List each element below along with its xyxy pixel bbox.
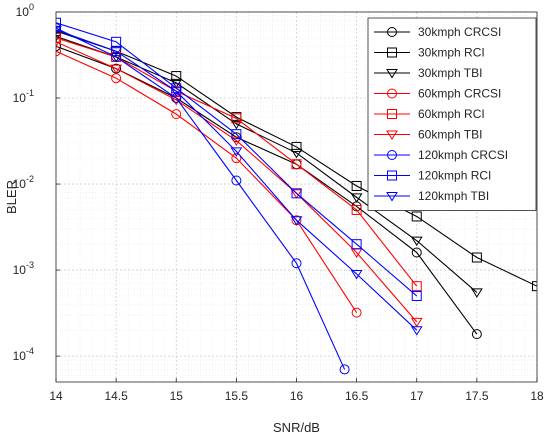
data-point xyxy=(231,175,242,186)
data-point xyxy=(410,236,423,247)
data-point xyxy=(56,17,61,28)
data-point xyxy=(471,252,482,263)
legend-marker xyxy=(387,27,397,37)
legend-label: 30kmph CRCSI xyxy=(418,25,501,39)
data-point xyxy=(291,258,302,269)
data-point xyxy=(110,47,123,57)
data-point xyxy=(230,119,243,130)
x-tick-label: 18 xyxy=(530,389,544,403)
y-axis-label: BLER xyxy=(4,180,19,214)
series-60kmph-crcsi xyxy=(56,46,362,318)
legend-marker xyxy=(386,192,398,202)
data-point xyxy=(171,93,182,104)
data-point xyxy=(111,51,122,62)
data-point xyxy=(56,25,62,36)
data-point xyxy=(231,113,242,124)
x-tick-label: 17.5 xyxy=(465,389,489,403)
data-point xyxy=(56,32,62,42)
data-point xyxy=(230,136,243,147)
data-point xyxy=(339,364,350,375)
data-point xyxy=(56,41,61,52)
tick-labels: 14 14.5 15 15.5 16 16.5 17 17.5 18 10-4 10-3 10-2 10… xyxy=(13,2,544,403)
legend: 30kmph CRCSI 30kmph RCI 30kmph TBI 60kmph C… xyxy=(367,17,537,211)
data-point xyxy=(231,153,242,164)
legend-marker xyxy=(387,88,397,99)
data-point xyxy=(470,288,483,298)
data-point xyxy=(410,326,423,336)
x-tick-label: 14.5 xyxy=(104,389,128,403)
data-point xyxy=(290,189,303,199)
series-30kmph-tbi xyxy=(56,32,483,298)
legend-marker xyxy=(387,47,397,58)
data-point xyxy=(351,239,362,250)
data-point xyxy=(230,147,243,157)
data-point xyxy=(110,52,123,63)
data-point xyxy=(411,281,422,292)
series-line xyxy=(56,29,418,331)
data-point xyxy=(171,109,182,120)
data-point xyxy=(291,188,302,199)
x-tick-label: 15.5 xyxy=(225,389,249,403)
legend-marker xyxy=(387,150,397,160)
legend-label: 120kmph TBI xyxy=(418,189,489,203)
data-point xyxy=(291,141,302,152)
x-axis-label: SNR/dB xyxy=(273,420,320,435)
data-point xyxy=(110,64,123,75)
legend-marker xyxy=(387,109,397,119)
y-tick-label: 10-1 xyxy=(13,88,34,105)
x-tick-label: 16 xyxy=(290,389,304,403)
data-point xyxy=(231,129,242,140)
y-tick-label: 10-3 xyxy=(13,260,34,277)
data-point xyxy=(351,307,362,318)
data-point xyxy=(532,281,537,292)
series-line xyxy=(56,27,346,370)
data-point xyxy=(351,180,362,191)
data-point xyxy=(111,36,122,47)
legend-label: 30kmph RCI xyxy=(418,46,485,60)
series-line xyxy=(56,35,478,293)
series-line xyxy=(56,30,537,287)
data-point xyxy=(411,247,422,258)
data-point xyxy=(170,87,183,97)
y-tick-label: 100 xyxy=(16,2,34,19)
series-line xyxy=(56,22,418,297)
data-point xyxy=(350,193,363,203)
series-120kmph-tbi xyxy=(56,25,423,336)
legend-label: 30kmph TBI xyxy=(418,66,482,80)
legend-marker xyxy=(386,130,398,140)
legend-label: 120kmph CRCSI xyxy=(418,148,508,162)
y-tick-label: 10-4 xyxy=(13,346,34,363)
data-point xyxy=(410,317,423,328)
data-point xyxy=(290,148,303,159)
data-point xyxy=(350,270,363,280)
data-point xyxy=(56,37,62,48)
series-120kmph-crcsi xyxy=(56,23,350,375)
x-tick-label: 14 xyxy=(49,389,63,403)
legend-label: 120kmph RCI xyxy=(418,169,491,183)
data-point xyxy=(291,159,302,170)
x-tick-label: 16.5 xyxy=(345,389,369,403)
series-layer xyxy=(56,17,537,375)
data-point xyxy=(471,329,482,340)
data-point xyxy=(290,216,303,226)
legend-label: 60kmph TBI xyxy=(418,128,482,142)
legend-label: 60kmph CRCSI xyxy=(418,87,501,101)
series-line xyxy=(56,50,358,313)
data-point xyxy=(351,204,362,215)
data-point xyxy=(56,46,61,57)
series-line xyxy=(56,41,418,323)
legend-label: 60kmph RCI xyxy=(418,107,485,121)
y-tick-label: 10-2 xyxy=(13,174,34,191)
data-point xyxy=(411,211,422,222)
legend-marker xyxy=(387,170,397,181)
x-tick-label: 17 xyxy=(410,389,424,403)
data-point xyxy=(411,290,422,301)
x-tick-label: 15 xyxy=(170,389,184,403)
legend-marker xyxy=(386,69,398,79)
data-point xyxy=(171,71,182,82)
